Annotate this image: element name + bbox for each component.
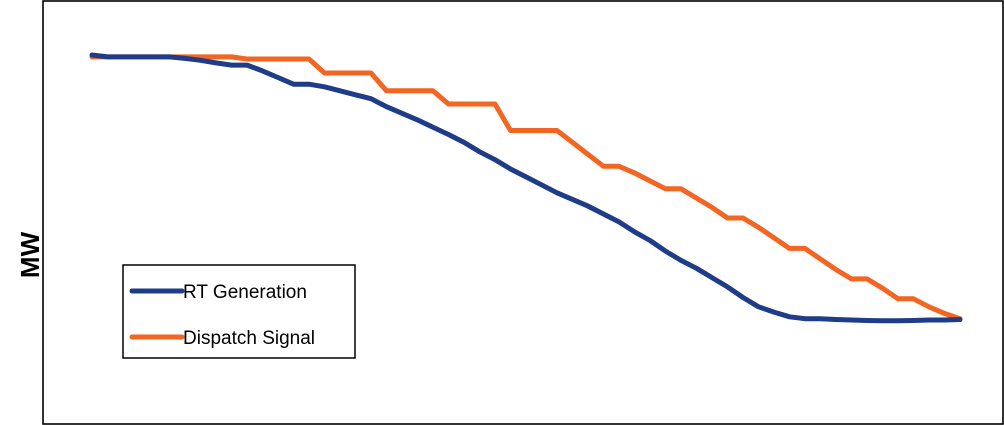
legend: RT Generation Dispatch Signal [129,282,315,349]
legend-label-dispatch-signal: Dispatch Signal [183,328,315,349]
plot-frame [42,0,1004,425]
series-line-dispatch-signal [89,54,963,322]
legend-label-rt-generation: RT Generation [183,282,307,303]
series-line-rt-generation [89,52,963,324]
y-axis-label: MW [15,231,45,278]
legend-box [122,264,356,359]
series-layer [89,52,963,324]
